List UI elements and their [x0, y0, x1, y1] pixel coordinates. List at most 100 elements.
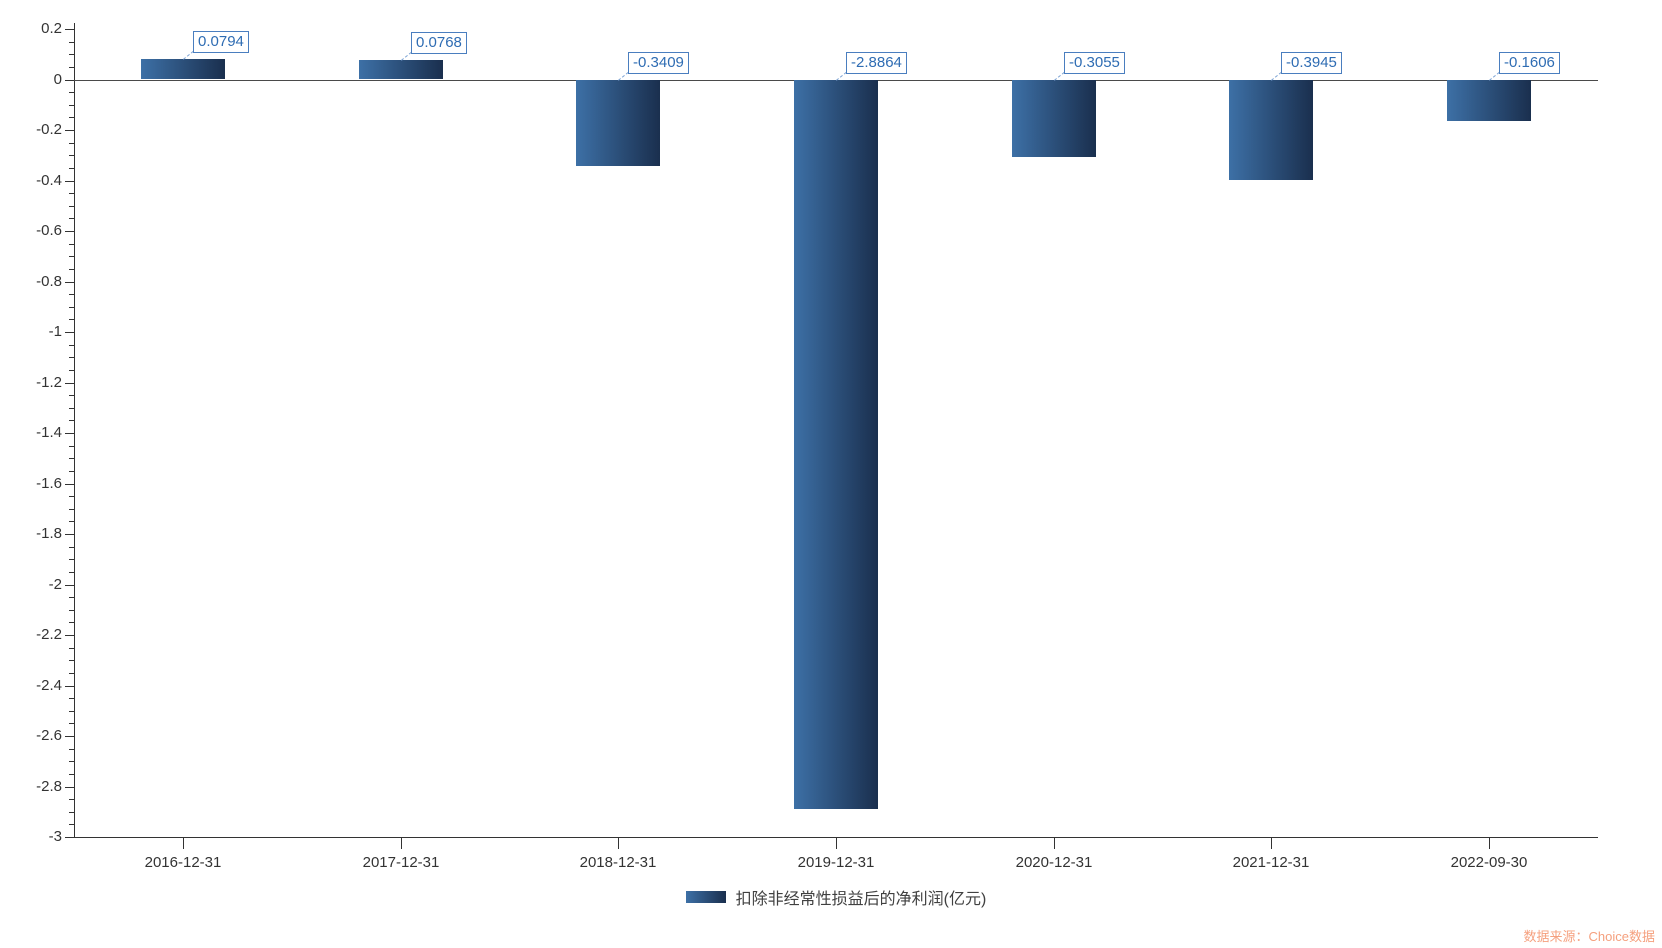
y-tick-label: -0.2: [36, 121, 62, 138]
y-major-tick: [65, 383, 74, 384]
y-major-tick: [65, 635, 74, 636]
y-minor-tick: [69, 774, 74, 775]
y-minor-tick: [69, 357, 74, 358]
bar: [1447, 80, 1531, 121]
x-tick-label: 2017-12-31: [362, 854, 440, 871]
y-minor-tick: [69, 155, 74, 156]
y-minor-tick: [69, 92, 74, 93]
y-minor-tick: [69, 458, 74, 459]
y-minor-tick: [69, 761, 74, 762]
y-tick-label: 0: [53, 71, 62, 88]
x-tick-label: 2022-09-30: [1450, 854, 1528, 871]
value-label: 0.0768: [411, 32, 467, 54]
x-tick: [836, 837, 837, 849]
y-tick-label: -0.8: [36, 273, 62, 290]
y-major-tick: [65, 585, 74, 586]
legend-swatch-icon: [685, 891, 726, 903]
y-tick-label: -2.4: [36, 677, 62, 694]
y-major-tick: [65, 686, 74, 687]
y-tick-label: -3: [48, 828, 62, 845]
y-tick-label: -1.6: [36, 475, 62, 492]
y-major-tick: [65, 484, 74, 485]
legend: 扣除非经常性损益后的净利润(亿元): [74, 888, 1598, 908]
y-tick-label: -1.8: [36, 525, 62, 542]
bar: [794, 80, 878, 809]
x-tick-label: 2019-12-31: [797, 854, 875, 871]
y-major-tick: [65, 130, 74, 131]
y-minor-tick: [69, 471, 74, 472]
x-tick: [1271, 837, 1272, 849]
y-major-tick: [65, 534, 74, 535]
y-minor-tick: [69, 660, 74, 661]
value-label: -0.3945: [1281, 52, 1342, 74]
y-tick-label: 0.2: [41, 20, 62, 37]
y-tick-label: -2.2: [36, 626, 62, 643]
y-major-tick: [65, 787, 74, 788]
y-minor-tick: [69, 105, 74, 106]
x-tick: [618, 837, 619, 849]
y-major-tick: [65, 181, 74, 182]
x-tick: [183, 837, 184, 849]
y-tick-label: -1.4: [36, 424, 62, 441]
y-major-tick: [65, 433, 74, 434]
y-minor-tick: [69, 597, 74, 598]
y-major-tick: [65, 282, 74, 283]
x-tick-label: 2021-12-31: [1232, 854, 1310, 871]
y-tick-label: -0.4: [36, 172, 62, 189]
value-label: 0.0794: [193, 31, 249, 53]
y-minor-tick: [69, 509, 74, 510]
y-minor-tick: [69, 496, 74, 497]
y-minor-tick: [69, 307, 74, 308]
y-minor-tick: [69, 294, 74, 295]
y-minor-tick: [69, 446, 74, 447]
y-minor-tick: [69, 168, 74, 169]
y-minor-tick: [69, 206, 74, 207]
y-minor-tick: [69, 193, 74, 194]
y-major-tick: [65, 80, 74, 81]
y-minor-tick: [69, 269, 74, 270]
y-minor-tick: [69, 812, 74, 813]
y-minor-tick: [69, 244, 74, 245]
y-tick-label: -0.6: [36, 222, 62, 239]
y-minor-tick: [69, 117, 74, 118]
y-minor-tick: [69, 610, 74, 611]
y-major-tick: [65, 332, 74, 333]
bar: [576, 80, 660, 166]
y-minor-tick: [69, 572, 74, 573]
y-minor-tick: [69, 67, 74, 68]
x-tick: [1489, 837, 1490, 849]
x-tick: [401, 837, 402, 849]
y-minor-tick: [69, 143, 74, 144]
y-minor-tick: [69, 711, 74, 712]
y-minor-tick: [69, 54, 74, 55]
y-minor-tick: [69, 319, 74, 320]
bar: [141, 59, 225, 79]
y-minor-tick: [69, 749, 74, 750]
y-minor-tick: [69, 673, 74, 674]
y-minor-tick: [69, 723, 74, 724]
value-label: -2.8864: [846, 52, 907, 74]
y-tick-label: -1: [48, 323, 62, 340]
y-major-tick: [65, 837, 74, 838]
y-minor-tick: [69, 799, 74, 800]
y-axis-spine: [74, 23, 75, 837]
y-minor-tick: [69, 622, 74, 623]
y-tick-label: -2: [48, 576, 62, 593]
y-minor-tick: [69, 42, 74, 43]
bar: [1229, 80, 1313, 180]
y-major-tick: [65, 736, 74, 737]
value-label: -0.3055: [1064, 52, 1125, 74]
data-source-label: 数据来源：Choice数据: [1523, 929, 1655, 944]
value-label: -0.3409: [628, 52, 689, 74]
y-minor-tick: [69, 345, 74, 346]
x-tick-label: 2018-12-31: [579, 854, 657, 871]
y-minor-tick: [69, 648, 74, 649]
y-tick-label: -2.6: [36, 727, 62, 744]
x-tick-label: 2020-12-31: [1015, 854, 1093, 871]
bar: [1012, 80, 1096, 157]
y-tick-label: -2.8: [36, 778, 62, 795]
y-minor-tick: [69, 408, 74, 409]
y-major-tick: [65, 29, 74, 30]
